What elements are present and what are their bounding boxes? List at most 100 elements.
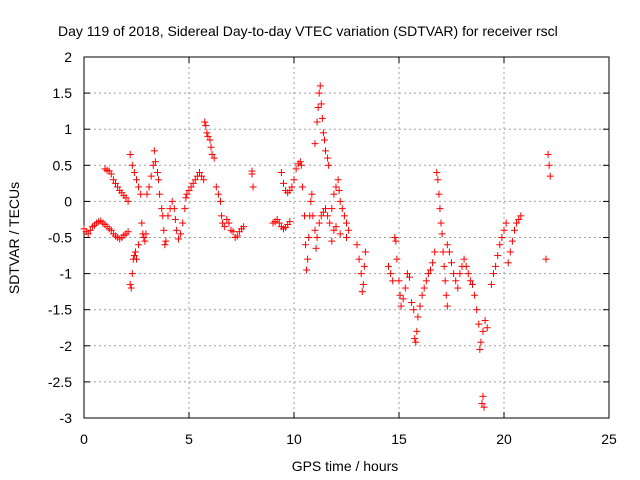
data-point (249, 183, 257, 191)
data-point (156, 190, 164, 198)
data-point (317, 100, 325, 108)
data-point (330, 226, 338, 234)
data-point (410, 306, 418, 314)
y-tick-label: -2.5 (48, 374, 72, 390)
data-point (133, 176, 140, 184)
data-point (127, 284, 135, 292)
data-point (189, 179, 197, 187)
data-point (160, 226, 168, 234)
data-point (450, 270, 458, 278)
data-point (147, 172, 155, 180)
data-point (332, 223, 340, 231)
data-point (150, 147, 158, 155)
data-point (175, 235, 182, 243)
data-point (314, 104, 322, 112)
data-point (126, 280, 134, 288)
data-point (130, 169, 138, 177)
data-point (137, 190, 145, 198)
data-point (511, 226, 518, 234)
data-point (517, 212, 525, 220)
y-tick-label: 2 (64, 49, 72, 65)
data-point (290, 176, 298, 184)
data-point (292, 165, 300, 173)
x-tick-label: 0 (80, 431, 88, 447)
data-point (308, 190, 316, 198)
data-point (506, 248, 514, 256)
data-point (182, 194, 190, 202)
data-point (443, 302, 451, 310)
x-axis-label: GPS time / hours (292, 458, 399, 474)
data-point (196, 169, 203, 177)
data-point (508, 237, 516, 245)
data-point (288, 183, 296, 191)
data-point (170, 205, 178, 213)
x-tick-label: 25 (601, 431, 617, 447)
data-point (135, 183, 143, 191)
data-point (387, 270, 395, 278)
data-point (433, 169, 441, 177)
data-point (452, 277, 460, 285)
y-tick-label: 0.5 (53, 157, 73, 173)
y-tick-label: -0.5 (48, 230, 72, 246)
data-point (424, 270, 432, 278)
data-point (286, 187, 294, 195)
data-point (124, 197, 132, 205)
data-point (324, 154, 332, 162)
y-axis: 2 1.5 1 0.5 0 -0.5 -1 -1.5 -2 -2.5 -3 (48, 49, 609, 426)
data-point (338, 205, 346, 213)
data-point (168, 197, 176, 205)
data-point (345, 226, 353, 234)
data-point (313, 234, 321, 241)
data-point (395, 277, 403, 285)
data-point (198, 172, 206, 180)
data-point (138, 219, 146, 227)
data-point (416, 302, 424, 310)
data-point (140, 234, 148, 241)
data-point (340, 212, 348, 220)
data-point (429, 259, 437, 267)
x-tick-label: 15 (391, 431, 407, 447)
data-point (280, 179, 287, 187)
data-point (466, 277, 474, 285)
data-point (191, 176, 199, 184)
data-point (109, 176, 117, 184)
data-point (151, 158, 159, 166)
data-point (328, 205, 336, 213)
data-point (408, 298, 416, 306)
data-point (319, 129, 327, 137)
data-point (277, 169, 285, 177)
data-point (436, 205, 444, 213)
data-point (330, 190, 338, 198)
data-point (406, 273, 413, 281)
data-point (233, 232, 241, 240)
data-point (492, 262, 500, 270)
data-point (494, 252, 502, 260)
data-point (431, 248, 439, 256)
data-point (229, 228, 237, 236)
data-point (179, 219, 187, 227)
data-point (208, 150, 216, 158)
data-point (312, 244, 320, 252)
data-point (131, 248, 139, 256)
data-point (399, 295, 407, 303)
x-tick-label: 5 (185, 431, 193, 447)
data-point (161, 241, 169, 249)
data-point (403, 270, 411, 278)
data-point (427, 266, 434, 274)
data-point (438, 230, 446, 238)
data-point (361, 248, 369, 256)
data-point (207, 143, 215, 151)
data-point (504, 259, 512, 267)
data-point (418, 291, 426, 299)
data-point (210, 154, 218, 162)
data-point (328, 237, 336, 245)
data-point (107, 170, 115, 178)
data-point (324, 212, 332, 220)
data-point (309, 212, 317, 220)
data-point (201, 118, 209, 126)
data-point (305, 234, 313, 241)
data-point (476, 345, 484, 353)
data-point (302, 241, 310, 249)
data-point (420, 284, 428, 292)
